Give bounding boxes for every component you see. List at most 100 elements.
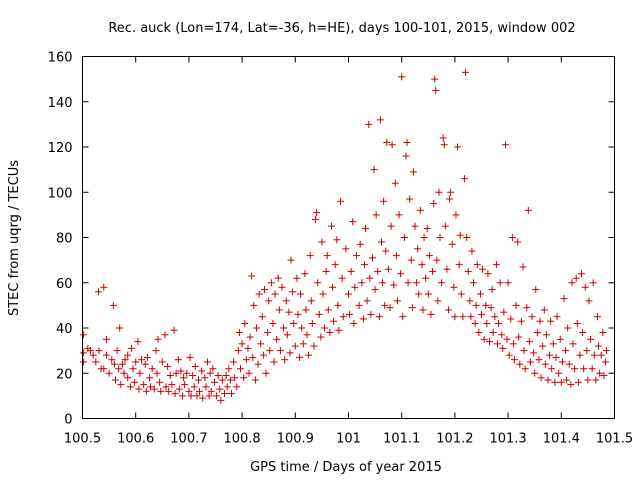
data-point <box>438 279 446 287</box>
data-point <box>338 274 346 282</box>
data-point <box>331 261 339 269</box>
data-point <box>537 374 545 382</box>
data-point <box>533 329 541 337</box>
data-point <box>273 335 281 343</box>
data-point <box>507 315 515 323</box>
data-point <box>479 265 487 273</box>
data-point <box>451 313 459 321</box>
data-point <box>185 387 193 395</box>
data-point <box>233 383 241 391</box>
data-point <box>222 372 230 380</box>
data-point <box>121 356 129 364</box>
data-point <box>191 362 199 370</box>
plot-frame <box>82 56 615 419</box>
data-point <box>493 340 501 348</box>
data-point <box>132 358 140 366</box>
data-point <box>397 270 405 278</box>
data-point <box>210 378 218 386</box>
data-point <box>475 329 483 337</box>
data-point <box>551 378 559 386</box>
data-points <box>80 68 611 404</box>
data-point <box>171 390 179 398</box>
data-point <box>193 392 201 400</box>
data-point <box>190 383 198 391</box>
data-point <box>528 313 536 321</box>
data-point <box>259 351 267 359</box>
data-point <box>274 274 282 282</box>
data-point <box>471 319 479 327</box>
data-point <box>446 195 454 203</box>
data-point <box>189 372 197 380</box>
data-point <box>290 319 298 327</box>
data-point <box>111 376 119 384</box>
data-point <box>587 335 595 343</box>
data-point <box>441 222 449 230</box>
x-tick-label: 101 <box>336 432 361 447</box>
data-point <box>555 369 563 377</box>
data-point <box>120 369 128 377</box>
data-point <box>382 247 390 255</box>
data-point <box>275 306 283 314</box>
data-point <box>187 392 195 400</box>
data-point <box>599 329 607 337</box>
data-point <box>201 374 209 382</box>
data-point <box>349 218 357 226</box>
data-point <box>589 279 597 287</box>
data-point <box>433 256 441 264</box>
data-point <box>454 143 462 151</box>
data-point <box>326 329 334 337</box>
y-tick-label: 0 <box>64 413 72 428</box>
data-point <box>138 356 146 364</box>
data-point <box>80 349 88 357</box>
data-point <box>558 358 566 366</box>
data-point <box>260 286 268 294</box>
data-point <box>541 360 549 368</box>
data-point <box>165 387 173 395</box>
data-point <box>562 347 570 355</box>
data-point <box>183 369 191 377</box>
data-point <box>116 324 124 332</box>
data-point <box>318 238 326 246</box>
data-point <box>198 367 206 375</box>
data-point <box>496 279 504 287</box>
data-point <box>105 369 113 377</box>
data-point <box>526 358 534 366</box>
data-point <box>439 134 447 142</box>
data-point <box>443 265 451 273</box>
data-point <box>384 265 392 273</box>
data-point <box>142 387 150 395</box>
data-point <box>542 331 550 339</box>
data-point <box>351 283 359 291</box>
data-point <box>572 274 580 282</box>
data-point <box>270 358 278 366</box>
data-point <box>375 313 383 321</box>
data-point <box>342 245 350 253</box>
data-point <box>460 175 468 183</box>
data-point <box>296 353 304 361</box>
data-point <box>299 340 307 348</box>
data-point <box>462 68 470 76</box>
data-point <box>356 240 364 248</box>
data-point <box>466 297 474 305</box>
data-point <box>251 376 259 384</box>
data-point <box>347 267 355 275</box>
data-point <box>425 252 433 260</box>
data-point <box>407 256 415 264</box>
data-point <box>480 335 488 343</box>
data-point <box>95 347 103 355</box>
data-point <box>482 301 490 309</box>
data-point <box>376 116 384 124</box>
data-point <box>596 369 604 377</box>
data-point <box>218 376 226 384</box>
data-point <box>391 179 399 187</box>
data-point <box>237 365 245 373</box>
data-point <box>301 270 309 278</box>
data-point <box>483 319 491 327</box>
data-point <box>181 381 189 389</box>
data-point <box>352 252 360 260</box>
data-point <box>600 372 608 380</box>
x-tick-label: 101.1 <box>383 432 420 447</box>
data-point <box>520 347 528 355</box>
data-point <box>216 385 224 393</box>
data-point <box>565 360 573 368</box>
